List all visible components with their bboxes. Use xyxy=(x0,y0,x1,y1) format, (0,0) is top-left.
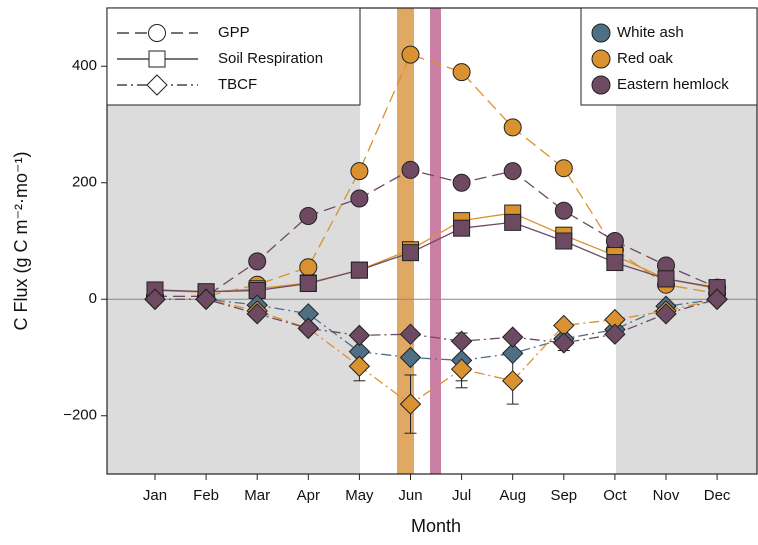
marker xyxy=(553,332,575,354)
x-tick-label: Jan xyxy=(143,487,167,504)
x-tick-label: May xyxy=(345,487,374,504)
marker xyxy=(450,358,473,380)
marker xyxy=(450,330,473,352)
y-tick-label: 200 xyxy=(72,174,97,191)
marker xyxy=(399,346,422,369)
marker xyxy=(452,173,471,192)
marker xyxy=(452,63,471,82)
x-axis-label: Month xyxy=(411,516,461,536)
marker xyxy=(706,288,728,310)
y-tick-label: 0 xyxy=(89,290,97,307)
marker xyxy=(195,288,217,310)
marker xyxy=(248,252,267,271)
marker xyxy=(401,45,420,64)
marker xyxy=(350,261,368,279)
series-line xyxy=(154,221,718,293)
marker xyxy=(146,74,168,96)
marker xyxy=(555,232,573,250)
marker xyxy=(501,326,524,348)
marker xyxy=(350,189,369,208)
x-tick-label: Apr xyxy=(297,487,320,504)
marker xyxy=(299,275,317,293)
legend-label: Soil Respiration xyxy=(218,50,323,67)
marker xyxy=(246,303,268,325)
marker xyxy=(399,323,422,345)
legend-label: Eastern hemlock xyxy=(617,76,729,93)
x-tick-label: Oct xyxy=(603,487,627,504)
marker xyxy=(453,219,471,237)
x-tick-label: Nov xyxy=(653,487,680,504)
legend-swatch xyxy=(591,49,611,69)
x-tick-label: Sep xyxy=(550,487,577,504)
marker xyxy=(554,201,573,220)
plot-area xyxy=(107,45,757,434)
y-tick-label: 400 xyxy=(72,57,97,74)
series-line xyxy=(154,212,718,293)
x-tick-label: Jul xyxy=(452,487,471,504)
marker xyxy=(350,162,369,181)
marker xyxy=(399,393,422,415)
marker xyxy=(348,355,371,377)
legend-swatch xyxy=(591,75,611,95)
legend-label: White ash xyxy=(617,24,684,41)
marker xyxy=(501,342,524,365)
species-legend xyxy=(580,7,758,106)
marker xyxy=(606,254,624,272)
marker xyxy=(148,24,166,42)
marker xyxy=(297,317,320,340)
marker xyxy=(605,232,624,250)
legend-label: TBCF xyxy=(218,76,257,93)
legend-label: Red oak xyxy=(617,50,673,67)
x-tick-label: Mar xyxy=(244,487,270,504)
marker xyxy=(657,270,675,288)
plot-frame xyxy=(106,7,758,475)
marker xyxy=(148,50,166,68)
series-line xyxy=(155,169,718,297)
marker xyxy=(348,324,371,347)
y-tick-label: −200 xyxy=(63,407,97,424)
marker xyxy=(299,258,318,277)
marker xyxy=(554,159,573,178)
marker xyxy=(501,370,524,392)
marker xyxy=(401,160,420,179)
x-tick-label: Jun xyxy=(398,487,422,504)
x-tick-label: Aug xyxy=(499,487,526,504)
legend-swatch xyxy=(591,23,611,43)
marker xyxy=(604,323,626,345)
y-axis-label: C Flux (g C m⁻²·mo⁻¹) xyxy=(11,152,31,331)
marker xyxy=(655,303,677,325)
legend-label: GPP xyxy=(218,24,250,41)
marker xyxy=(503,162,522,181)
x-tick-label: Feb xyxy=(193,487,219,504)
marker xyxy=(504,213,522,231)
marker xyxy=(144,288,166,310)
marker xyxy=(402,244,419,262)
x-tick-label: Dec xyxy=(704,487,731,504)
marker xyxy=(503,118,522,137)
marker xyxy=(299,206,318,225)
series-line xyxy=(155,298,718,362)
